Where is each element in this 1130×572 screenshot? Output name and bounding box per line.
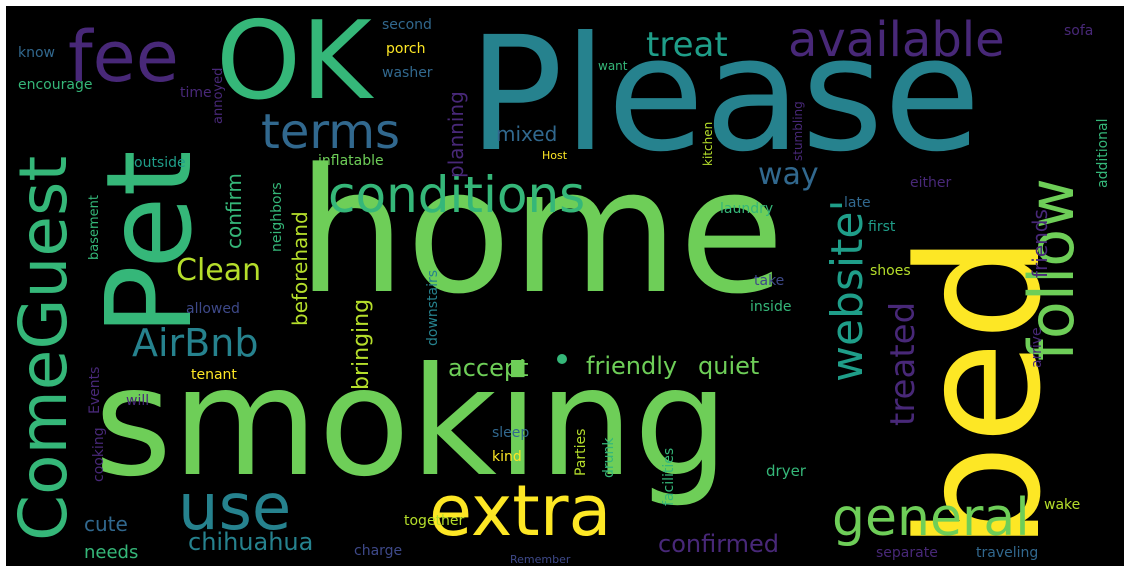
word-confirm: confirm: [222, 173, 246, 249]
word-laundry: laundry: [720, 201, 774, 217]
word-wake: wake: [1044, 497, 1081, 513]
word-want: want: [598, 59, 628, 73]
word-extra: extra: [429, 470, 612, 552]
word-cloud: Please home smoking bed Pet OK fee ComeG…: [6, 6, 1124, 566]
word-porch: porch: [386, 41, 426, 57]
word-quiet: quiet: [698, 352, 760, 380]
word-airbnb: AirBnb: [132, 321, 259, 365]
word-parties: Parties: [573, 428, 589, 476]
word-events: Events: [87, 366, 103, 414]
word-sleep: sleep: [492, 425, 530, 441]
word-shoes: shoes: [870, 263, 911, 279]
word-accept: accept: [448, 354, 529, 382]
word-facilities: facilities: [661, 447, 677, 506]
word-beforehand: beforehand: [288, 211, 312, 326]
word-neighbors: neighbors: [269, 182, 285, 252]
word-host: Host: [542, 149, 568, 162]
word-will: will: [126, 393, 150, 409]
word-annoyed: annoyed: [211, 67, 226, 124]
word-know: know: [18, 45, 55, 61]
word-confirmed: confirmed: [658, 530, 780, 558]
word-mixed: mixed: [496, 122, 558, 146]
word-allowed: allowed: [186, 301, 240, 317]
word-kitchen: kitchen: [701, 121, 715, 166]
word-separate: separate: [876, 545, 938, 561]
word-friendly: friendly: [586, 352, 678, 380]
word-inside: inside: [750, 299, 792, 315]
word-either: either: [910, 175, 952, 191]
word-come-guest: ComeGuest: [6, 155, 82, 541]
word-treated: treated: [883, 301, 923, 426]
word-needs: needs: [84, 542, 139, 563]
word-sofa: sofa: [1064, 23, 1094, 39]
word-fee: fee: [68, 16, 179, 98]
word-cute: cute: [84, 512, 128, 536]
word-late: late: [844, 195, 871, 211]
word-take: take: [754, 273, 785, 289]
word-remember: Remember: [510, 553, 571, 566]
word-arrive: arrive: [1029, 327, 1045, 368]
word-available: available: [788, 12, 1005, 68]
word-washer: washer: [382, 65, 433, 81]
word-please: Please: [468, 6, 981, 187]
word-tenant: tenant: [191, 367, 237, 383]
word-outside: outside: [134, 155, 186, 171]
word-together: together: [404, 513, 465, 529]
word-encourage: encourage: [18, 77, 93, 93]
word-first: first: [868, 219, 896, 235]
word-clean: Clean: [176, 253, 262, 288]
word-additional: additional: [1095, 118, 1111, 188]
word-planning: planning: [444, 91, 468, 178]
word-stumbling: stumbling: [791, 101, 805, 161]
word-cooking: cooking: [91, 427, 107, 482]
word-smoking: smoking: [94, 336, 729, 510]
word-use: use: [178, 471, 292, 545]
word-inflatable: inflatable: [318, 153, 384, 169]
word-bringing: bringing: [349, 298, 374, 390]
word-downstairs: downstairs: [425, 269, 441, 346]
word-time: time: [180, 85, 212, 101]
word-basement: basement: [87, 195, 102, 260]
word-friends: friends: [1028, 209, 1052, 278]
word-general: general: [832, 488, 1030, 548]
word-conditions: conditions: [328, 166, 586, 224]
word-dryer: dryer: [766, 462, 806, 480]
word-chihuahua: chihuahua: [188, 528, 314, 556]
word-second: second: [382, 17, 432, 33]
word-ok: OK: [216, 6, 372, 124]
word-home: home: [297, 131, 785, 332]
word-charge: charge: [354, 543, 403, 559]
word-traveling: traveling: [976, 545, 1039, 561]
word-kind: kind: [492, 449, 522, 465]
word-way: way: [758, 157, 819, 192]
word-treat: treat: [646, 25, 728, 65]
word-drunk: drunk: [601, 437, 617, 479]
dot-mark: [557, 354, 567, 364]
word-website: website': [822, 199, 873, 382]
word-terms: terms: [261, 104, 401, 160]
